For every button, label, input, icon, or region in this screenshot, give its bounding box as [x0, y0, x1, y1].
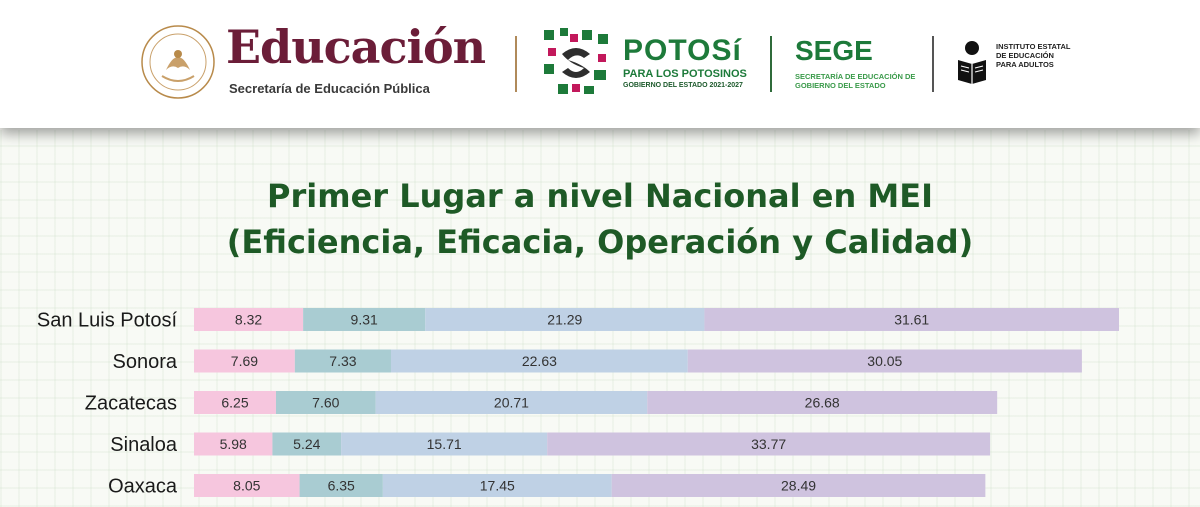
- data-label: 22.63: [522, 353, 557, 369]
- data-label: 17.45: [480, 478, 515, 494]
- bar-segment: [194, 308, 304, 331]
- data-label: 15.71: [427, 436, 462, 452]
- potosi-title: POTOSí: [623, 34, 742, 67]
- bar-segment: [194, 474, 300, 497]
- sege-title: SEGE: [795, 35, 873, 66]
- bar-segment: [194, 391, 276, 414]
- bar-segment: [687, 349, 1082, 373]
- bar-segment: [294, 349, 391, 373]
- bar-segment: [275, 391, 376, 414]
- potosi-subtitle: PARA LOS POTOSINOS: [623, 68, 747, 80]
- ieea-text: INSTITUTO ESTATAL DE EDUCACIÓN PARA ADUL…: [996, 42, 1071, 69]
- separator: [515, 36, 517, 92]
- chart-subtitle: (Eficiencia, Eficacia, Operación y Calid…: [226, 223, 974, 261]
- bar-segment: [611, 474, 986, 497]
- data-label: 9.31: [351, 312, 378, 328]
- potosi-government: GOBIERNO DEL ESTADO 2021-2027: [623, 82, 743, 89]
- bar-segment: [704, 308, 1120, 331]
- education-title: Educación: [226, 20, 486, 74]
- data-label: 21.29: [547, 312, 582, 328]
- category-label: Sinaloa: [110, 434, 178, 456]
- mexico-seal-icon: [141, 25, 215, 99]
- separator: [770, 36, 772, 92]
- education-subtitle: Secretaría de Educación Pública: [229, 81, 430, 96]
- reading-person-icon: [958, 41, 986, 84]
- category-label: San Luis Potosí: [37, 310, 178, 332]
- data-label: 33.77: [751, 436, 786, 452]
- category-label: Sonora: [113, 351, 178, 373]
- data-label: 6.35: [328, 478, 355, 494]
- data-label: 26.68: [805, 395, 840, 411]
- bar-segment: [647, 391, 998, 414]
- header-banner: Educación Secretaría de Educación Públic…: [0, 0, 1200, 128]
- bar-segment: [341, 432, 548, 456]
- potosi-logo-icon: [540, 26, 612, 98]
- data-label: 8.05: [233, 478, 260, 494]
- category-label: Zacatecas: [85, 393, 177, 415]
- data-label: 5.98: [220, 436, 247, 452]
- bar-segment: [194, 349, 295, 373]
- data-label: 8.32: [235, 312, 262, 328]
- sege-subtitle: SECRETARÍA DE EDUCACIÓN DE GOBIERNO DEL …: [795, 72, 916, 90]
- bar-segment: [547, 432, 991, 456]
- bar-segment: [390, 349, 688, 373]
- bar-segment: [382, 474, 612, 497]
- data-label: 31.61: [894, 312, 929, 328]
- bar-segment: [303, 308, 426, 331]
- bar-segment: [375, 391, 648, 414]
- data-label: 7.33: [329, 353, 356, 369]
- category-label: Oaxaca: [108, 476, 178, 498]
- data-label: 20.71: [494, 395, 529, 411]
- bar-segment: [425, 308, 705, 331]
- bar-segment: [272, 432, 342, 456]
- bar-segment: [299, 474, 383, 497]
- separator: [932, 36, 934, 92]
- data-label: 7.60: [312, 395, 339, 411]
- chart-title: Primer Lugar a nivel Nacional en MEI: [267, 177, 933, 215]
- bar-segment: [194, 432, 273, 456]
- data-label: 7.69: [231, 353, 258, 369]
- data-label: 28.49: [781, 478, 816, 494]
- data-label: 5.24: [293, 436, 320, 452]
- data-label: 6.25: [221, 395, 248, 411]
- data-label: 30.05: [867, 353, 902, 369]
